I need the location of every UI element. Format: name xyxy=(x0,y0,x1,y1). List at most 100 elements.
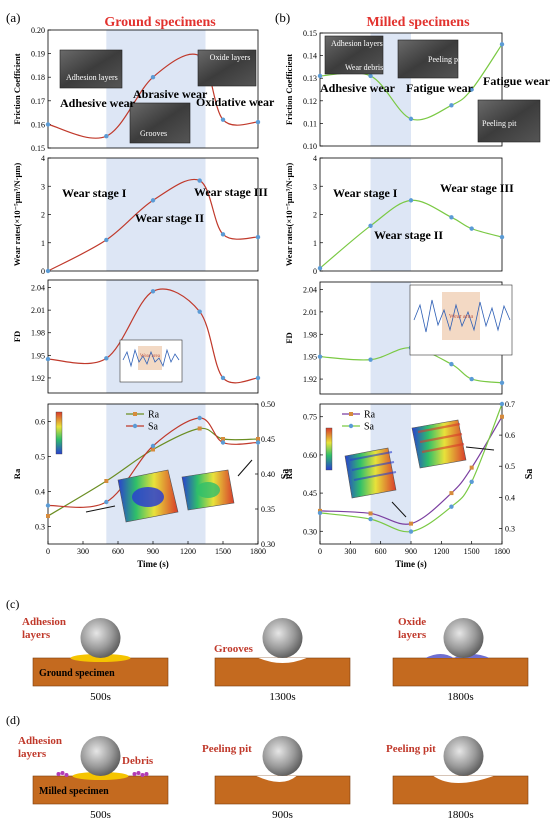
panel-b-title: Milled specimens xyxy=(366,15,470,30)
x-tick-label: 300 xyxy=(344,547,356,556)
y-tick-label: 0 xyxy=(313,267,317,276)
legend-label-Ra: Ra xyxy=(148,410,160,421)
y-tick-label: 4 xyxy=(313,154,317,163)
y-tick-label: 4 xyxy=(41,154,45,163)
x-axis-label: Time (s) xyxy=(137,559,169,569)
data-point xyxy=(150,443,156,449)
y-axis-label: Friction Coefficient xyxy=(12,53,22,124)
data-point xyxy=(104,479,109,483)
data-point xyxy=(45,268,51,274)
data-point xyxy=(368,73,373,79)
debris-particle xyxy=(136,771,141,775)
x-tick-label: 1200 xyxy=(180,547,196,556)
data-point xyxy=(46,514,50,518)
y-tick-label: 0.45 xyxy=(303,489,317,498)
x-tick-label: 0 xyxy=(318,547,322,556)
stage-band xyxy=(370,282,411,394)
x-axis-label: Time (s) xyxy=(395,559,427,569)
debris-particle xyxy=(60,771,65,775)
y-tick-label: 0.60 xyxy=(303,451,317,460)
arrow-b1 xyxy=(391,501,407,518)
y-tick-label: 2.04 xyxy=(31,284,45,293)
specimen-label: Milled specimen xyxy=(39,786,109,797)
x-tick-label: 900 xyxy=(405,547,417,556)
data-point xyxy=(408,116,414,122)
data-point xyxy=(256,437,260,441)
inset-label: Peeling pit xyxy=(482,119,517,128)
y-tick-label: 0.5 xyxy=(35,453,45,462)
x-tick-label: 1500 xyxy=(215,547,231,556)
data-point xyxy=(499,42,505,47)
data-point xyxy=(469,226,474,231)
panel-a-label: (a) xyxy=(6,10,20,25)
data-point xyxy=(220,440,226,445)
schematic-peel2: 1800s Peeling pit xyxy=(386,736,529,821)
data-point xyxy=(104,237,109,243)
ball xyxy=(443,736,484,776)
data-point xyxy=(45,503,51,508)
legend-marker xyxy=(133,412,137,416)
schematics-layer: Ground specimen 500s 1300s Grooves 1800s Adhe… xyxy=(18,616,529,821)
y-tick-label: 3 xyxy=(41,182,45,191)
legend-label-Ra: Ra xyxy=(364,410,376,421)
y-tick-label: 2 xyxy=(41,211,45,220)
y-tick-label: 0.3 xyxy=(35,523,45,532)
time-label: 500s xyxy=(90,809,111,821)
data-point xyxy=(449,361,454,367)
panel-a-title: Ground specimens xyxy=(104,15,216,30)
y-tick-label: 0.6 xyxy=(35,418,45,427)
stage-band xyxy=(106,158,206,271)
sem-inset-grooves-a: Grooves xyxy=(129,102,191,144)
feature-label: Peeling pit xyxy=(202,743,252,755)
data-point xyxy=(255,440,261,445)
schematic-grooves: 1300s Grooves xyxy=(214,618,351,703)
y-tick-label: 2.04 xyxy=(303,285,317,294)
y-tick-label: 1.92 xyxy=(303,375,317,384)
x-tick-label: 600 xyxy=(375,547,387,556)
y2-tick-label: 0.6 xyxy=(505,431,515,440)
sem-inset-adhesion-a: Adhesion layers xyxy=(59,49,123,89)
y-tick-label: 1.98 xyxy=(31,329,45,338)
data-point xyxy=(220,232,226,237)
y2-tick-label: 0.30 xyxy=(261,540,275,549)
y-tick-label: 0.30 xyxy=(303,527,317,536)
y-tick-label: 0.18 xyxy=(31,73,45,82)
y-axis-label: Wear rates(×10⁻⁵μm³/N·μm) xyxy=(12,163,22,267)
substrate xyxy=(392,657,529,687)
fd-inset-b: Wear area xyxy=(409,284,513,356)
surface-3d-inset-a2 xyxy=(181,469,235,511)
annot-stage3-a: Wear stage III xyxy=(194,185,268,199)
color-scale-a xyxy=(55,411,63,455)
data-point xyxy=(104,356,109,361)
surface-3d-inset-a1 xyxy=(117,469,179,523)
data-point xyxy=(197,415,202,421)
data-point xyxy=(449,491,454,496)
x-tick-label: 900 xyxy=(147,547,159,556)
peeling-pit xyxy=(256,776,297,782)
x-tick-label: 1200 xyxy=(433,547,449,556)
fd-inset-a: Wear area xyxy=(119,339,183,383)
time-label: 1800s xyxy=(447,809,473,821)
y-tick-label: 1 xyxy=(41,239,45,248)
y-tick-label: 1.95 xyxy=(303,353,317,362)
y-tick-label: 0.15 xyxy=(31,144,45,153)
series-line-Ra xyxy=(47,427,259,517)
data-point xyxy=(449,215,454,220)
data-point xyxy=(409,521,413,526)
data-point xyxy=(317,265,323,271)
y2-tick-label: 0.45 xyxy=(261,435,275,444)
data-point xyxy=(368,357,373,362)
data-point xyxy=(150,198,156,203)
debris-particle xyxy=(56,772,61,776)
annot-stage3-b: Wear stage III xyxy=(440,181,514,195)
data-point xyxy=(197,309,202,314)
annot-fatigue-wear-b2: Fatigue wear xyxy=(483,74,550,88)
data-point xyxy=(408,198,414,203)
legend-label-Sa: Sa xyxy=(148,422,159,433)
inset-label: Wear area xyxy=(449,314,473,320)
annot-adhesive-wear-b: Adhesive wear xyxy=(320,81,396,95)
annot-oxidative-wear-a: Oxidative wear xyxy=(196,95,275,109)
y2-tick-label: 0.3 xyxy=(505,524,515,533)
debris-particle xyxy=(140,773,145,777)
